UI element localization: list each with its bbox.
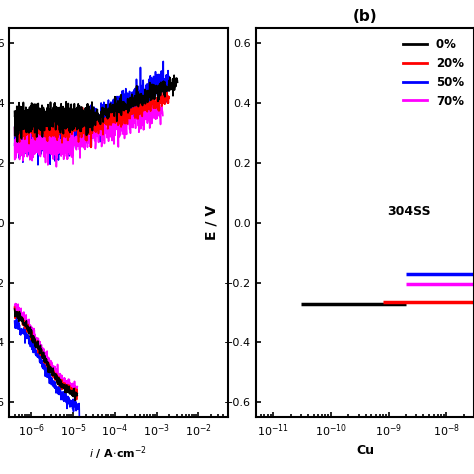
Text: 304SS: 304SS — [387, 205, 430, 218]
Title: (b): (b) — [353, 9, 377, 25]
Y-axis label: E / V: E / V — [204, 205, 219, 240]
X-axis label: $i$ / A$\cdot$cm$^{-2}$: $i$ / A$\cdot$cm$^{-2}$ — [90, 444, 147, 462]
X-axis label: Cu: Cu — [356, 444, 374, 457]
Legend: 0% , 20%, 50%, 70%: 0% , 20%, 50%, 70% — [400, 34, 468, 111]
